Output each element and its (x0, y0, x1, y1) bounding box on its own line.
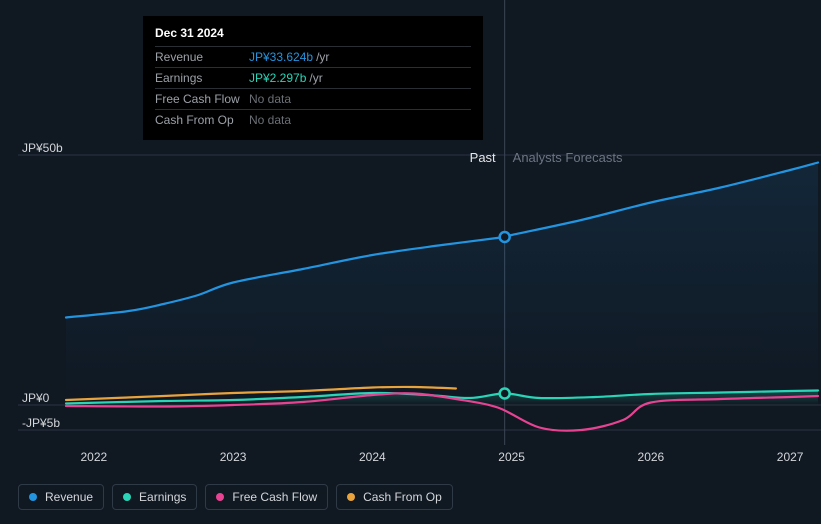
legend-label: Revenue (45, 490, 93, 504)
x-tick-label: 2027 (777, 450, 804, 464)
legend-dot-icon (29, 493, 37, 501)
legend-item[interactable]: Cash From Op (336, 484, 453, 510)
legend-label: Cash From Op (363, 490, 442, 504)
tooltip-row: RevenueJP¥33.624b/yr (155, 46, 471, 67)
legend: Revenue Earnings Free Cash Flow Cash From O… (18, 484, 453, 510)
section-label-forecast: Analysts Forecasts (513, 150, 623, 165)
tooltip-nodata: No data (249, 113, 291, 127)
tooltip-label: Cash From Op (155, 113, 249, 127)
tooltip-title: Dec 31 2024 (155, 26, 471, 46)
tooltip-unit: /yr (316, 50, 329, 64)
tooltip-nodata: No data (249, 92, 291, 106)
legend-dot-icon (123, 493, 131, 501)
tooltip-value: JP¥33.624b (249, 50, 313, 64)
legend-dot-icon (216, 493, 224, 501)
marker-earnings (500, 389, 510, 399)
y-tick-label: JP¥50b (22, 141, 63, 155)
legend-label: Free Cash Flow (232, 490, 317, 504)
y-tick-label: JP¥0 (22, 391, 49, 405)
tooltip: Dec 31 2024 RevenueJP¥33.624b/yrEarnings… (143, 16, 483, 140)
tooltip-value: JP¥2.297b (249, 71, 306, 85)
legend-item[interactable]: Earnings (112, 484, 197, 510)
x-tick-label: 2024 (359, 450, 386, 464)
tooltip-row: EarningsJP¥2.297b/yr (155, 67, 471, 88)
x-tick-label: 2025 (498, 450, 525, 464)
marker-revenue (500, 232, 510, 242)
tooltip-label: Free Cash Flow (155, 92, 249, 106)
tooltip-label: Earnings (155, 71, 249, 85)
y-tick-label: -JP¥5b (22, 416, 60, 430)
tooltip-unit: /yr (309, 71, 322, 85)
x-tick-label: 2022 (80, 450, 107, 464)
tooltip-row: Free Cash FlowNo data (155, 88, 471, 109)
section-label-past: Past (470, 150, 496, 165)
x-tick-label: 2026 (638, 450, 665, 464)
legend-item[interactable]: Free Cash Flow (205, 484, 328, 510)
legend-label: Earnings (139, 490, 186, 504)
x-tick-label: 2023 (220, 450, 247, 464)
legend-dot-icon (347, 493, 355, 501)
tooltip-label: Revenue (155, 50, 249, 64)
legend-item[interactable]: Revenue (18, 484, 104, 510)
tooltip-row: Cash From OpNo data (155, 109, 471, 130)
